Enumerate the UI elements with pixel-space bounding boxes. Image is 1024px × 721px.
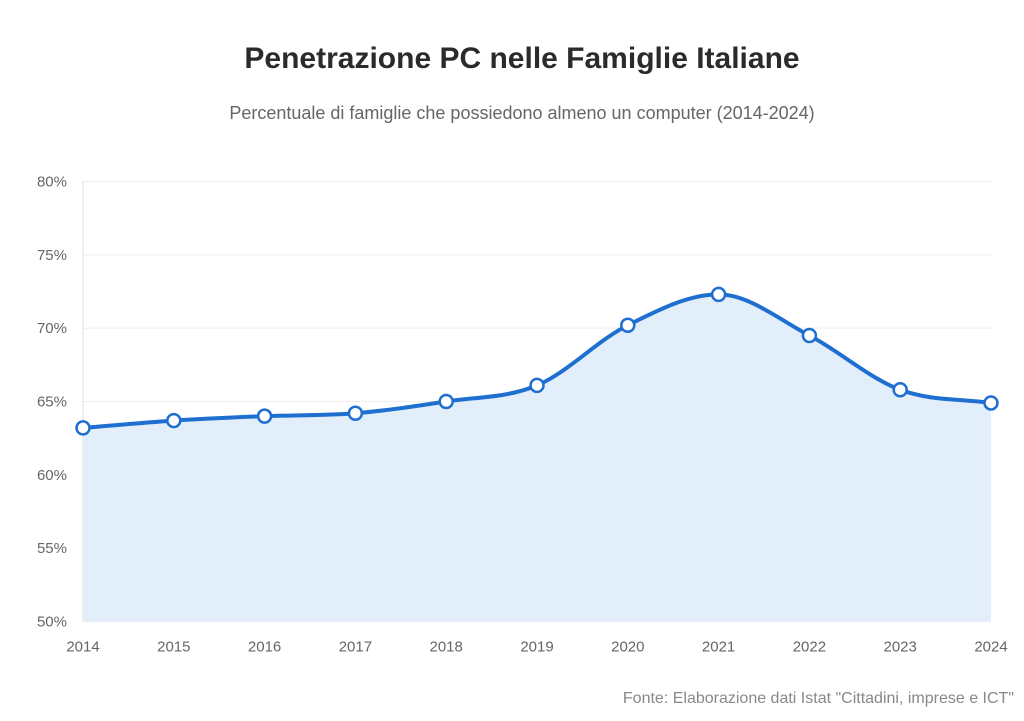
data-point [710,286,727,303]
data-point [75,420,91,436]
y-tick-label: 55% [37,540,67,557]
data-point [983,395,999,411]
y-tick-label: 70% [37,320,67,337]
x-tick-label: 2021 [702,639,735,656]
data-point [620,317,636,333]
data-point [347,405,364,421]
chart-title: Penetrazione PC nelle Famiglie Italiane [244,42,800,75]
x-tick-label: 2020 [611,639,644,656]
chart-subtitle: Percentuale di famiglie che possiedono a… [229,103,815,123]
data-point [256,408,273,424]
data-point [166,412,182,429]
data-point [892,382,908,398]
y-tick-label: 80% [37,174,67,191]
y-tick-label: 50% [37,614,67,631]
x-tick-label: 2019 [520,639,553,656]
data-point [801,327,818,344]
y-tick-label: 75% [37,247,67,264]
x-tick-label: 2018 [430,639,463,656]
area-fill [83,294,991,622]
x-tick-label: 2024 [974,639,1007,656]
y-tick-label: 65% [37,394,67,411]
data-point [438,393,454,410]
data-point [529,377,545,394]
source-note: Fonte: Elaborazione dati Istat "Cittadin… [622,690,1014,707]
y-tick-label: 60% [37,467,67,484]
x-tick-label: 2016 [248,639,281,656]
x-tick-label: 2015 [157,639,190,656]
x-tick-label: 2022 [793,639,826,656]
x-tick-label: 2023 [884,639,917,656]
x-tick-label: 2017 [339,639,372,656]
x-tick-label: 2014 [66,639,99,656]
